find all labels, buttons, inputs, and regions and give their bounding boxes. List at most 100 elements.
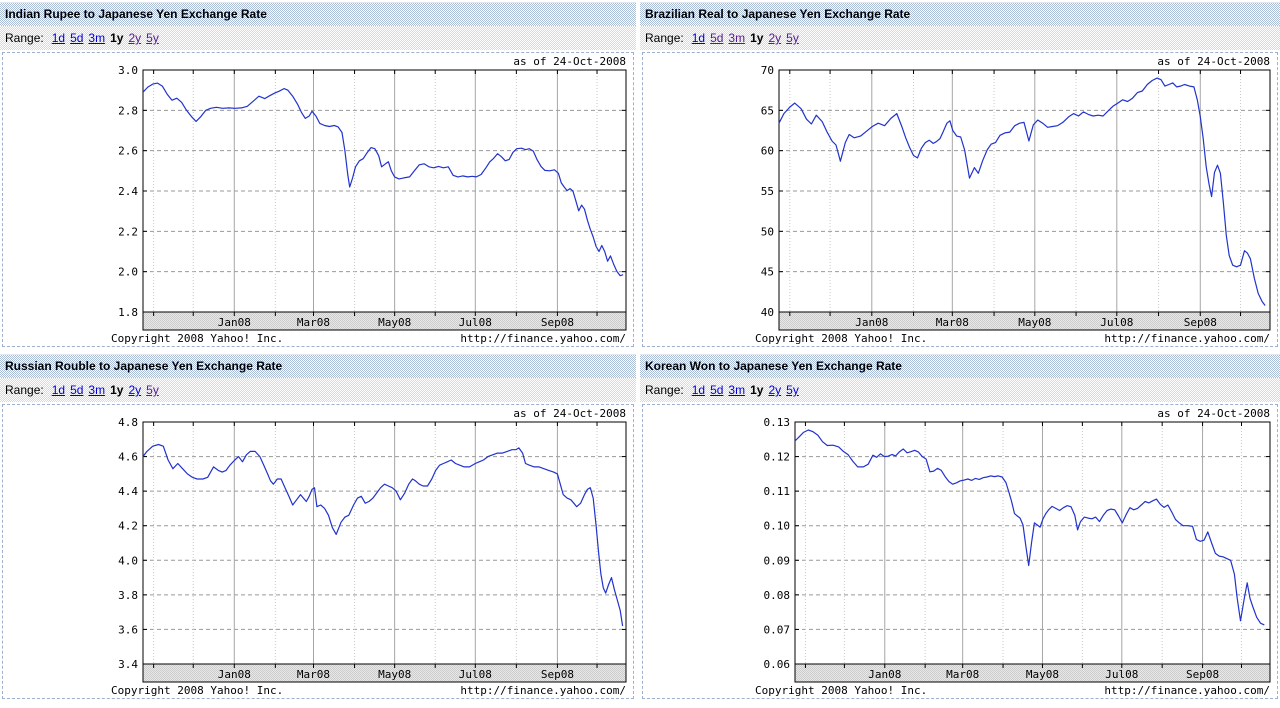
range-link-5y[interactable]: 5y <box>146 383 159 397</box>
as-of-date: as of 24-Oct-2008 <box>513 407 626 420</box>
chart-image: as of 24-Oct-2008 Jan08 Mar08 May08 Jul08 Sep… <box>753 405 1275 697</box>
y-tick-label: 4.0 <box>118 554 138 567</box>
y-tick-label: 0.08 <box>764 589 791 602</box>
as-of-date: as of 24-Oct-2008 <box>1157 407 1270 420</box>
y-tick-label: 2.2 <box>118 225 138 238</box>
x-tick-label: Jan08 <box>218 316 251 329</box>
range-link-3m[interactable]: 3m <box>728 31 746 45</box>
range-link-1d[interactable]: 1d <box>51 31 66 45</box>
source-url-text: http://finance.yahoo.com/ <box>1104 332 1270 345</box>
range-link-2y[interactable]: 2y <box>128 383 142 397</box>
x-tick-label: Jan08 <box>868 668 901 681</box>
range-label: Range: <box>645 31 684 45</box>
range-link-2y[interactable]: 2y <box>768 383 782 397</box>
y-tick-label: 1.8 <box>118 306 138 319</box>
x-tick-label: Sep08 <box>1186 668 1219 681</box>
copyright-text: Copyright 2008 Yahoo! Inc. <box>755 332 927 345</box>
chart-image: as of 24-Oct-2008 Jan08 Mar08 May08 Jul08 Sep… <box>109 53 631 345</box>
range-links: 1d 5d 3m 1y 2y 5y <box>692 383 804 397</box>
x-tick-label: May08 <box>378 316 411 329</box>
copyright-text: Copyright 2008 Yahoo! Inc. <box>111 332 283 345</box>
range-link-1y[interactable]: 1y <box>110 383 124 397</box>
y-tick-label: 4.2 <box>118 520 138 533</box>
chart-image: as of 24-Oct-2008 Jan08 Mar08 May08 Jul08 Sep… <box>109 405 631 697</box>
range-link-5d[interactable]: 5d <box>70 383 84 397</box>
plot-frame <box>142 69 627 313</box>
range-label: Range: <box>5 383 44 397</box>
price-line <box>794 429 1265 626</box>
y-tick-label: 3.0 <box>118 64 138 77</box>
y-tick-label: 0.13 <box>764 416 791 429</box>
y-tick-label: 0.09 <box>764 554 791 567</box>
price-line <box>142 443 624 627</box>
x-tick-label: Mar08 <box>946 668 979 681</box>
range-link-5y[interactable]: 5y <box>786 31 799 45</box>
chart-panel: as of 24-Oct-2008 Jan08 Mar08 May08 Jul08 Sep… <box>642 404 1278 699</box>
y-tick-label: 0.11 <box>764 485 791 498</box>
range-link-2y[interactable]: 2y <box>128 31 142 45</box>
chart-cell-inr-jpy: Indian Rupee to Japanese Yen Exchange Ra… <box>0 2 636 347</box>
price-line <box>142 82 624 277</box>
y-tick-label: 0.12 <box>764 451 791 464</box>
chart-cell-krw-jpy: Korean Won to Japanese Yen Exchange Rate… <box>640 354 1280 699</box>
x-tick-label: May08 <box>1026 668 1059 681</box>
y-tick-label: 4.6 <box>118 451 138 464</box>
range-link-3m[interactable]: 3m <box>88 31 106 45</box>
range-link-5d[interactable]: 5d <box>710 383 724 397</box>
range-links: 1d 5d 3m 1y 2y 5y <box>52 31 164 45</box>
plot-frame <box>794 421 1271 665</box>
range-link-5d[interactable]: 5d <box>70 31 84 45</box>
chart-panel: as of 24-Oct-2008 Jan08 Mar08 May08 Jul08 Sep… <box>642 52 1278 347</box>
range-row: Range: 1d 5d 3m 1y 2y 5y <box>640 378 1280 402</box>
range-link-5d[interactable]: 5d <box>710 31 724 45</box>
chart-title: Korean Won to Japanese Yen Exchange Rate <box>645 359 902 373</box>
y-tick-label: 0.10 <box>764 520 791 533</box>
x-tick-label: Jul08 <box>1105 668 1138 681</box>
range-link-1y[interactable]: 1y <box>750 31 764 45</box>
range-link-1d[interactable]: 1d <box>691 31 706 45</box>
range-link-2y[interactable]: 2y <box>768 31 782 45</box>
x-tick-label: Mar08 <box>936 316 969 329</box>
range-label: Range: <box>645 383 684 397</box>
x-tick-label: Mar08 <box>297 668 330 681</box>
y-tick-label: 4.8 <box>118 416 138 429</box>
price-line <box>778 77 1266 306</box>
x-tick-label: May08 <box>1018 316 1051 329</box>
chart-image: as of 24-Oct-2008 Jan08 Mar08 May08 Jul08 Sep… <box>753 53 1275 345</box>
range-link-1d[interactable]: 1d <box>51 383 66 397</box>
y-tick-label: 45 <box>761 266 774 279</box>
range-link-1d[interactable]: 1d <box>691 383 706 397</box>
chart-title: Brazilian Real to Japanese Yen Exchange … <box>645 7 911 21</box>
source-url-text: http://finance.yahoo.com/ <box>460 332 626 345</box>
plot-frame <box>778 69 1271 313</box>
y-tick-label: 2.6 <box>118 145 138 158</box>
exchange-rate-chart: as of 24-Oct-2008 Jan08 Mar08 May08 Jul08 Sep… <box>111 407 627 697</box>
copyright-text: Copyright 2008 Yahoo! Inc. <box>755 684 927 697</box>
exchange-rate-chart: as of 24-Oct-2008 Jan08 Mar08 May08 Jul08 Sep… <box>755 55 1271 345</box>
source-url-text: http://finance.yahoo.com/ <box>1104 684 1270 697</box>
y-tick-label: 4.4 <box>118 485 138 498</box>
range-link-1y[interactable]: 1y <box>110 31 124 45</box>
source-url-text: http://finance.yahoo.com/ <box>460 684 626 697</box>
chart-title-bar: Korean Won to Japanese Yen Exchange Rate <box>640 354 1280 378</box>
x-tick-label: Jul08 <box>459 316 492 329</box>
chart-cell-brl-jpy: Brazilian Real to Japanese Yen Exchange … <box>640 2 1280 347</box>
range-link-5y[interactable]: 5y <box>786 383 799 397</box>
y-tick-label: 2.0 <box>118 266 138 279</box>
range-link-3m[interactable]: 3m <box>728 383 746 397</box>
x-tick-label: Jul08 <box>1100 316 1133 329</box>
range-links: 1d 5d 3m 1y 2y 5y <box>52 383 164 397</box>
plot-frame <box>142 421 627 665</box>
y-tick-label: 55 <box>761 185 774 198</box>
x-tick-label: Jan08 <box>855 316 888 329</box>
range-link-5y[interactable]: 5y <box>146 31 159 45</box>
chart-title: Russian Rouble to Japanese Yen Exchange … <box>5 359 283 373</box>
range-link-3m[interactable]: 3m <box>88 383 106 397</box>
x-tick-label: May08 <box>378 668 411 681</box>
range-row: Range: 1d 5d 3m 1y 2y 5y <box>640 26 1280 50</box>
y-tick-label: 3.6 <box>118 623 138 636</box>
chart-title-bar: Brazilian Real to Japanese Yen Exchange … <box>640 2 1280 26</box>
range-links: 1d 5d 3m 1y 2y 5y <box>692 31 804 45</box>
range-link-1y[interactable]: 1y <box>750 383 764 397</box>
